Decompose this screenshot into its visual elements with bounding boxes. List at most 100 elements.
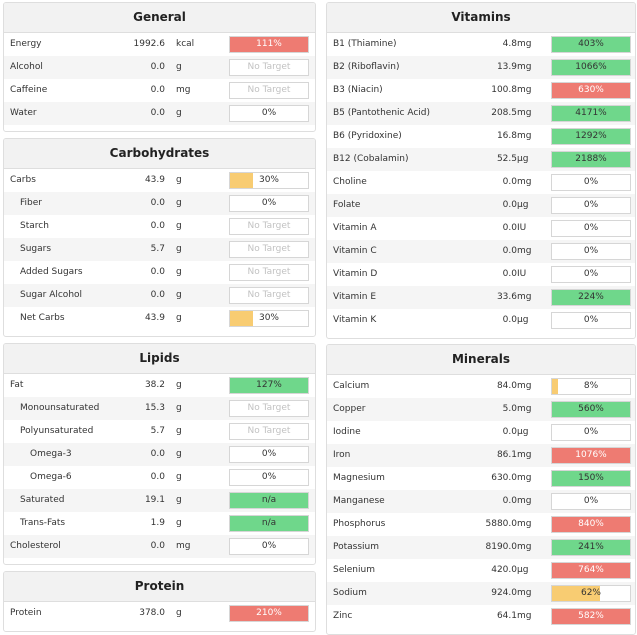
nutrient-name: Added Sugars bbox=[20, 267, 83, 277]
nutrient-amount: 100.8 bbox=[491, 85, 517, 95]
nutrient-amount: 5.7 bbox=[150, 426, 165, 436]
nutrient-row-alcohol[interactable]: Alcohol 0.0 g No Target bbox=[4, 56, 315, 79]
target-progress-bar: n/a bbox=[229, 515, 309, 532]
nutrient-row-b12-cobalamin[interactable]: B12 (Cobalamin) 52.5 µg 2188% bbox=[327, 148, 635, 171]
nutrient-row-saturated[interactable]: Saturated 19.1 g n/a bbox=[4, 489, 315, 512]
nutrient-row-folate[interactable]: Folate 0.0 µg 0% bbox=[327, 194, 635, 217]
nutrient-unit: g bbox=[176, 62, 182, 72]
nutrient-unit: mg bbox=[517, 404, 532, 414]
nutrient-name: B12 (Cobalamin) bbox=[333, 154, 409, 164]
nutrient-row-omega-6[interactable]: Omega-6 0.0 g 0% bbox=[4, 466, 315, 489]
target-percent: No Target bbox=[247, 403, 291, 413]
nutrient-row-sugars[interactable]: Sugars 5.7 g No Target bbox=[4, 238, 315, 261]
nutrient-row-starch[interactable]: Starch 0.0 g No Target bbox=[4, 215, 315, 238]
nutrient-row-cholesterol[interactable]: Cholesterol 0.0 mg 0% bbox=[4, 535, 315, 558]
target-percent: 840% bbox=[578, 519, 604, 529]
nutrient-row-b5-pantothenic-acid[interactable]: B5 (Pantothenic Acid) 208.5 mg 4171% bbox=[327, 102, 635, 125]
nutrient-name: Omega-6 bbox=[30, 472, 72, 482]
nutrient-amount: 0.0 bbox=[502, 496, 517, 506]
nutrient-row-b2-riboflavin[interactable]: B2 (Riboflavin) 13.9 mg 1066% bbox=[327, 56, 635, 79]
nutrient-name: Copper bbox=[333, 404, 366, 414]
target-percent: 0% bbox=[261, 449, 277, 459]
nutrient-row-sodium[interactable]: Sodium 924.0 mg 62% bbox=[327, 582, 635, 605]
target-progress-bar: 1066% bbox=[551, 59, 631, 76]
lipids-panel-title: Lipids bbox=[4, 344, 315, 374]
nutrient-row-manganese[interactable]: Manganese 0.0 mg 0% bbox=[327, 490, 635, 513]
target-percent: No Target bbox=[247, 62, 291, 72]
target-progress-bar: 0% bbox=[229, 469, 309, 486]
nutrient-row-net-carbs[interactable]: Net Carbs 43.9 g 30% bbox=[4, 307, 315, 330]
nutrient-row-vitamin-k[interactable]: Vitamin K 0.0 µg 0% bbox=[327, 309, 635, 332]
nutrient-row-sugar-alcohol[interactable]: Sugar Alcohol 0.0 g No Target bbox=[4, 284, 315, 307]
protein-panel-title: Protein bbox=[4, 572, 315, 602]
nutrient-row-zinc[interactable]: Zinc 64.1 mg 582% bbox=[327, 605, 635, 628]
target-progress-bar: 241% bbox=[551, 539, 631, 556]
carbohydrates-panel: Carbohydrates Carbs 43.9 g 30% Fiber 0.0 g 0% Sta… bbox=[3, 138, 316, 337]
nutrient-unit: mg bbox=[517, 108, 532, 118]
nutrient-row-copper[interactable]: Copper 5.0 mg 560% bbox=[327, 398, 635, 421]
target-percent: n/a bbox=[261, 518, 277, 528]
nutrient-name: Polyunsaturated bbox=[20, 426, 94, 436]
nutrient-amount: 0.0 bbox=[502, 427, 517, 437]
nutrient-unit: kcal bbox=[176, 39, 195, 49]
nutrient-row-vitamin-d[interactable]: Vitamin D 0.0 IU 0% bbox=[327, 263, 635, 286]
nutrient-row-iodine[interactable]: Iodine 0.0 µg 0% bbox=[327, 421, 635, 444]
target-percent: 210% bbox=[256, 608, 282, 618]
target-percent: 0% bbox=[261, 541, 277, 551]
nutrient-name: Fat bbox=[10, 380, 24, 390]
nutrient-name: Iodine bbox=[333, 427, 361, 437]
nutrient-amount: 86.1 bbox=[496, 450, 517, 460]
nutrient-row-monounsaturated[interactable]: Monounsaturated 15.3 g No Target bbox=[4, 397, 315, 420]
nutrient-row-vitamin-e[interactable]: Vitamin E 33.6 mg 224% bbox=[327, 286, 635, 309]
nutrient-amount: 0.0 bbox=[150, 62, 165, 72]
nutrient-row-polyunsaturated[interactable]: Polyunsaturated 5.7 g No Target bbox=[4, 420, 315, 443]
nutrient-row-calcium[interactable]: Calcium 84.0 mg 8% bbox=[327, 375, 635, 398]
target-percent: 0% bbox=[583, 177, 599, 187]
target-progress-bar: 1292% bbox=[551, 128, 631, 145]
target-percent: 0% bbox=[583, 200, 599, 210]
nutrient-amount: 16.8 bbox=[496, 131, 517, 141]
nutrient-row-added-sugars[interactable]: Added Sugars 0.0 g No Target bbox=[4, 261, 315, 284]
nutrient-amount: 0.0 bbox=[150, 449, 165, 459]
nutrient-row-b3-niacin[interactable]: B3 (Niacin) 100.8 mg 630% bbox=[327, 79, 635, 102]
nutrient-unit: mg bbox=[517, 177, 532, 187]
nutrient-row-b6-pyridoxine[interactable]: B6 (Pyridoxine) 16.8 mg 1292% bbox=[327, 125, 635, 148]
nutrient-row-b1-thiamine[interactable]: B1 (Thiamine) 4.8 mg 403% bbox=[327, 33, 635, 56]
target-progress-bar: No Target bbox=[229, 287, 309, 304]
target-progress-bar: 4171% bbox=[551, 105, 631, 122]
nutrient-row-choline[interactable]: Choline 0.0 mg 0% bbox=[327, 171, 635, 194]
nutrient-row-potassium[interactable]: Potassium 8190.0 mg 241% bbox=[327, 536, 635, 559]
target-progress-bar: 2188% bbox=[551, 151, 631, 168]
nutrient-row-caffeine[interactable]: Caffeine 0.0 mg No Target bbox=[4, 79, 315, 102]
nutrient-amount: 38.2 bbox=[144, 380, 165, 390]
target-percent: 127% bbox=[256, 380, 282, 390]
target-percent: No Target bbox=[247, 267, 291, 277]
nutrient-row-vitamin-a[interactable]: Vitamin A 0.0 IU 0% bbox=[327, 217, 635, 240]
nutrient-name: Magnesium bbox=[333, 473, 385, 483]
nutrient-row-iron[interactable]: Iron 86.1 mg 1076% bbox=[327, 444, 635, 467]
nutrient-row-omega-3[interactable]: Omega-3 0.0 g 0% bbox=[4, 443, 315, 466]
minerals-panel-title: Minerals bbox=[327, 345, 635, 375]
nutrient-row-phosphorus[interactable]: Phosphorus 5880.0 mg 840% bbox=[327, 513, 635, 536]
nutrient-row-selenium[interactable]: Selenium 420.0 µg 764% bbox=[327, 559, 635, 582]
target-percent: No Target bbox=[247, 426, 291, 436]
nutrient-name: Fiber bbox=[20, 198, 42, 208]
lipids-panel: Lipids Fat 38.2 g 127% Monounsaturated 15.3 g No… bbox=[3, 343, 316, 565]
nutrient-name: Omega-3 bbox=[30, 449, 72, 459]
nutrient-row-vitamin-c[interactable]: Vitamin C 0.0 mg 0% bbox=[327, 240, 635, 263]
nutrient-unit: g bbox=[176, 290, 182, 300]
nutrient-row-energy[interactable]: Energy 1992.6 kcal 111% bbox=[4, 33, 315, 56]
target-percent: 403% bbox=[578, 39, 604, 49]
nutrient-row-magnesium[interactable]: Magnesium 630.0 mg 150% bbox=[327, 467, 635, 490]
nutrient-row-protein[interactable]: Protein 378.0 g 210% bbox=[4, 602, 315, 625]
nutrient-row-carbs[interactable]: Carbs 43.9 g 30% bbox=[4, 169, 315, 192]
nutrient-row-fiber[interactable]: Fiber 0.0 g 0% bbox=[4, 192, 315, 215]
nutrient-row-fat[interactable]: Fat 38.2 g 127% bbox=[4, 374, 315, 397]
nutrient-name: Calcium bbox=[333, 381, 370, 391]
nutrient-amount: 420.0 bbox=[491, 565, 517, 575]
nutrient-amount: 5.0 bbox=[502, 404, 517, 414]
nutrient-row-trans-fats[interactable]: Trans-Fats 1.9 g n/a bbox=[4, 512, 315, 535]
nutrient-row-water[interactable]: Water 0.0 g 0% bbox=[4, 102, 315, 125]
target-progress-fill bbox=[552, 517, 630, 532]
nutrient-amount: 43.9 bbox=[144, 175, 165, 185]
